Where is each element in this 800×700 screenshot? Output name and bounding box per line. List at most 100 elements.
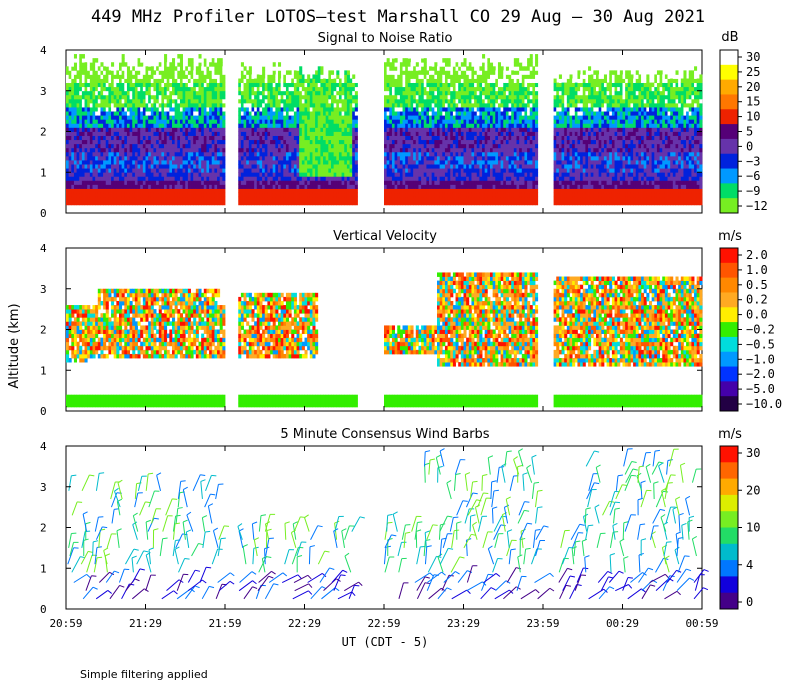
snr-cell [161, 192, 165, 198]
snr-cell [103, 196, 107, 202]
snr-cell [254, 86, 258, 92]
snr-cell [156, 127, 160, 132]
snr-cell [121, 66, 125, 71]
snr-cell [79, 139, 83, 145]
snr-cell [156, 98, 160, 104]
snr-cell [164, 86, 168, 92]
snr-cell [397, 66, 401, 71]
snr-cell [270, 155, 274, 161]
snr-cell [251, 180, 255, 185]
snr-cell [105, 184, 109, 189]
snr-cell [418, 115, 422, 120]
snr-cell [442, 90, 446, 96]
snr-cell [410, 98, 414, 104]
snr-cell [140, 180, 144, 185]
snr-cell [466, 192, 470, 198]
snr-cell [214, 143, 218, 149]
snr-cell [256, 139, 260, 145]
snr-cell [320, 115, 324, 120]
snr-cell [116, 196, 120, 202]
snr-cell [323, 160, 327, 165]
snr-cell [121, 188, 125, 194]
snr-cell [275, 135, 279, 141]
snr-cell [320, 102, 324, 108]
snr-cell [166, 155, 170, 161]
snr-cell [468, 86, 472, 92]
snr-cell [415, 66, 419, 71]
snr-cell [209, 200, 213, 206]
snr-cell [413, 70, 417, 75]
snr-cell [389, 135, 393, 141]
snr-cell [421, 70, 425, 75]
snr-cell [317, 74, 321, 79]
snr-cell [267, 155, 271, 161]
snr-cell [238, 155, 242, 161]
snr-cell [209, 98, 213, 104]
snr-cell [331, 82, 335, 88]
snr-cell [113, 111, 117, 116]
snr-cell [217, 78, 221, 83]
snr-cell [219, 94, 223, 100]
snr-cell [214, 168, 218, 173]
snr-cell [423, 180, 427, 185]
snr-cell [185, 147, 189, 153]
snr-cell [352, 172, 356, 177]
snr-cell [272, 115, 276, 120]
snr-cell [487, 139, 491, 145]
snr-cell [452, 192, 456, 198]
snr-cell [71, 200, 75, 206]
snr-cell [291, 192, 295, 198]
snr-cell [190, 78, 194, 83]
snr-cell [264, 123, 268, 128]
snr-cell [479, 188, 483, 194]
snr-cell [352, 102, 356, 108]
snr-cell [328, 188, 332, 194]
snr-cell [113, 151, 117, 157]
snr-cell [126, 168, 130, 173]
snr-cell [323, 78, 327, 83]
snr-cell [126, 147, 130, 153]
snr-cell [421, 188, 425, 194]
snr-cell [111, 94, 115, 100]
snr-cell [283, 196, 287, 202]
snr-cell [150, 164, 154, 169]
snr-cell [153, 180, 157, 185]
snr-cell [113, 94, 117, 100]
snr-cell [344, 176, 348, 181]
snr-cell [238, 160, 242, 165]
snr-cell [137, 192, 141, 198]
snr-cell [280, 139, 284, 145]
snr-cell [148, 107, 152, 112]
snr-cell [278, 184, 282, 189]
snr-cell [201, 135, 205, 141]
snr-cell [219, 184, 223, 189]
snr-cell [97, 168, 101, 173]
snr-cell [407, 200, 411, 206]
snr-cell [153, 143, 157, 149]
snr-cell [203, 107, 207, 112]
snr-cell [100, 111, 104, 116]
snr-cell [307, 107, 311, 112]
snr-cell [471, 151, 475, 157]
snr-cell [325, 164, 329, 169]
snr-cell [193, 139, 197, 145]
snr-cell [458, 70, 462, 75]
snr-cell [293, 127, 297, 132]
snr-cell [304, 102, 308, 108]
snr-cell [341, 82, 345, 88]
snr-cell [158, 115, 162, 120]
snr-cell [452, 107, 456, 112]
snr-cell [193, 143, 197, 149]
snr-cell [190, 58, 194, 63]
snr-cell [418, 111, 422, 116]
snr-cell [87, 143, 91, 149]
snr-cell [262, 111, 266, 116]
snr-cell [283, 90, 287, 96]
snr-cell [132, 188, 136, 194]
snr-cell [256, 188, 260, 194]
snr-cell [288, 90, 292, 96]
snr-cell [431, 131, 435, 136]
snr-cell [198, 86, 202, 92]
snr-cell [352, 74, 356, 79]
snr-cell [386, 127, 390, 132]
